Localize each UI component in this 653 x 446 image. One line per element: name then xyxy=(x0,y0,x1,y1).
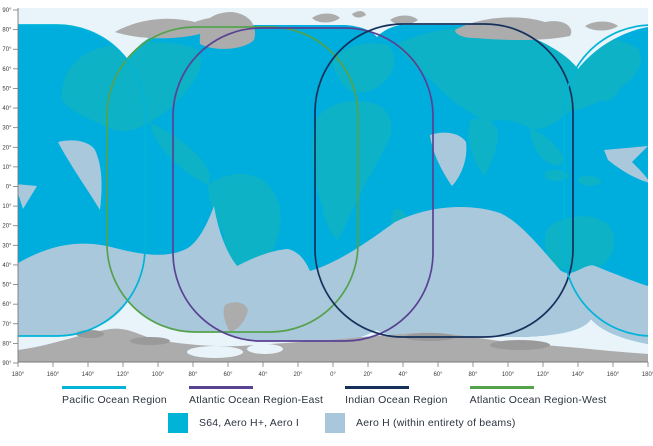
lon-tick-label: 20° xyxy=(293,372,303,378)
aero-h-zone-arabian-patch xyxy=(430,132,467,186)
lon-tick-label: 180° xyxy=(12,372,25,378)
lon-tick-label: 180° xyxy=(642,372,653,378)
continent-africa xyxy=(312,100,392,240)
lat-tick-label: 30° xyxy=(2,243,12,249)
legend-item-pacific: Pacific Ocean Region xyxy=(62,386,167,406)
lat-tick-label: 50° xyxy=(2,283,12,289)
south-america-tip-land xyxy=(223,302,248,332)
lat-tick-label: 40° xyxy=(2,263,12,269)
lon-tick-label: 120° xyxy=(537,372,550,378)
legend-service-row: S64, Aero H+, Aero I Aero H (within entir… xyxy=(168,413,653,433)
continent-central-america xyxy=(150,122,210,185)
legend: Pacific Ocean Region Atlantic Ocean Regio… xyxy=(0,383,653,433)
lon-tick-label: 60° xyxy=(223,372,233,378)
lon-tick-label: 0° xyxy=(330,372,336,378)
lat-tick-label: 60° xyxy=(2,302,12,308)
lon-tick-label: 80° xyxy=(468,372,478,378)
legend-line-swatch-pacific xyxy=(62,386,126,389)
lat-tick-label: 80° xyxy=(2,28,12,34)
beam-outline-pacific-east-piece xyxy=(563,24,648,337)
latitude-axis-ticks: 90° 80° 70° 60° 50° 40° 30° 20° 10° 0° 10° 20° 30° 40… xyxy=(2,8,18,367)
coverage-map-svg: 90° 80° 70° 60° 50° 40° 30° 20° 10° 0° 10° 20° 30° 40… xyxy=(2,8,653,378)
lon-tick-label: 100° xyxy=(152,372,165,378)
lon-tick-label: 140° xyxy=(572,372,585,378)
east-siberia-islands xyxy=(585,21,618,31)
lon-tick-label: 160° xyxy=(47,372,60,378)
lat-tick-label: 70° xyxy=(2,47,12,53)
antarctica-shade-3 xyxy=(490,340,550,350)
greenland-land xyxy=(199,12,256,49)
lat-tick-label: 10° xyxy=(2,165,12,171)
antarctica-land xyxy=(18,328,648,362)
legend-item-indian: Indian Ocean Region xyxy=(345,386,447,406)
lon-tick-label: 60° xyxy=(433,372,443,378)
lat-tick-label: 80° xyxy=(2,341,12,347)
legend-region-row: Pacific Ocean Region Atlantic Ocean Regio… xyxy=(62,386,653,406)
lat-tick-label: 40° xyxy=(2,106,12,112)
lat-tick-label: 0° xyxy=(6,184,12,190)
lon-tick-label: 40° xyxy=(258,372,268,378)
islands-japan xyxy=(599,80,620,102)
lat-tick-label: 70° xyxy=(2,322,12,328)
lon-tick-label: 120° xyxy=(117,372,130,378)
aero-h-zone-southern-band xyxy=(18,206,648,344)
lat-tick-label: 50° xyxy=(2,86,12,92)
lat-tick-label: 90° xyxy=(2,8,12,14)
beam-outline-atlantic-east xyxy=(172,27,434,342)
longitude-axis-ticks: 180° 160° 140° 120° 100° 80° 60° 40° 20° 0° 20° 40°… xyxy=(12,362,653,378)
legend-line-swatch-atlantic-west xyxy=(469,386,534,389)
antarctica-shade-1 xyxy=(130,337,170,345)
lon-tick-label: 80° xyxy=(188,372,198,378)
lon-tick-label: 20° xyxy=(363,372,373,378)
legend-item-atlantic-west: Atlantic Ocean Region-West xyxy=(469,386,607,406)
world-coverage-map: 90° 80° 70° 60° 50° 40° 30° 20° 10° 0° 10° 20° 30° 40… xyxy=(2,8,653,378)
lat-tick-label: 90° xyxy=(2,361,12,367)
subcontinent-india xyxy=(468,118,498,176)
continent-australia xyxy=(544,216,615,272)
lat-tick-label: 60° xyxy=(2,67,12,73)
antarctica-ice-shelf-gap-1 xyxy=(187,346,243,358)
lon-tick-label: 100° xyxy=(502,372,515,378)
legend-label: Pacific Ocean Region xyxy=(62,394,167,406)
legend-label: Indian Ocean Region xyxy=(345,394,448,406)
beam-outline-atlantic-west xyxy=(106,26,359,333)
legend-line-swatch-indian xyxy=(345,386,410,389)
lon-tick-label: 140° xyxy=(82,372,95,378)
region-southeast-asia xyxy=(530,128,565,166)
lat-tick-label: 20° xyxy=(2,145,12,151)
islands-indonesia xyxy=(545,169,602,186)
continent-north-america xyxy=(61,42,202,131)
svalbard-islands xyxy=(312,11,418,25)
lat-tick-label: 10° xyxy=(2,204,12,210)
legend-label: Aero H (within entirety of beams) xyxy=(356,417,516,429)
legend-box-swatch-s64 xyxy=(168,413,188,433)
legend-label: Atlantic Ocean Region-East xyxy=(188,394,324,406)
legend-line-swatch-atlantic-east xyxy=(188,386,253,389)
antarctica-ice-shelf-gap-2 xyxy=(247,344,283,354)
legend-label: Atlantic Ocean Region-West xyxy=(469,394,607,406)
continent-europe xyxy=(332,43,395,93)
beam-outline-pacific-west-piece xyxy=(18,24,146,337)
legend-item-s64: S64, Aero H+, Aero I xyxy=(168,413,299,433)
legend-item-atlantic-east: Atlantic Ocean Region-East xyxy=(188,386,324,406)
aero-h-zone-west-triangle xyxy=(18,184,37,209)
lat-tick-label: 20° xyxy=(2,224,12,230)
aero-h-zone-north-pacific-wedge xyxy=(58,140,102,210)
lat-tick-label: 30° xyxy=(2,126,12,132)
lon-tick-label: 160° xyxy=(607,372,620,378)
legend-box-swatch-aero-h xyxy=(325,413,346,433)
aero-h-zone-east-pacific-wedge xyxy=(604,146,648,183)
beam-outline-indian xyxy=(314,23,574,338)
legend-label: S64, Aero H+, Aero I xyxy=(199,417,300,429)
antarctica-shade-4 xyxy=(76,330,104,338)
lon-tick-label: 40° xyxy=(398,372,408,378)
legend-item-aero-h: Aero H (within entirety of beams) xyxy=(325,413,516,433)
